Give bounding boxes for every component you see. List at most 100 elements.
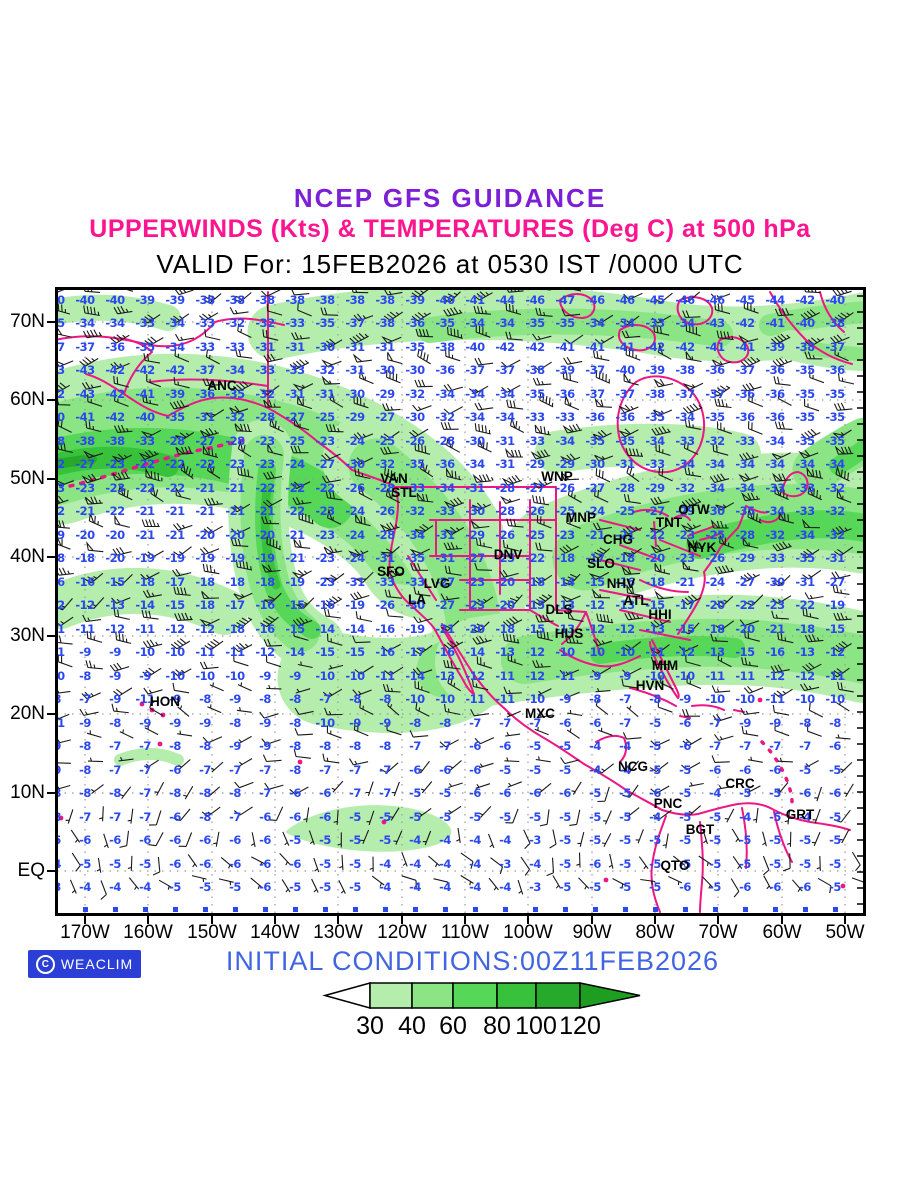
wind-barb	[506, 518, 524, 528]
temperature-value: -5	[739, 786, 751, 800]
lon-label-170W: 170W	[60, 922, 110, 943]
wind-barb	[57, 418, 72, 433]
wind-barbs	[55, 287, 866, 900]
wind-barb	[657, 342, 672, 360]
wind-barb	[717, 652, 732, 668]
temperature-value: -18	[195, 598, 215, 612]
temperature-value: -21	[585, 528, 605, 542]
wind-barb	[251, 856, 265, 866]
wind-barb	[325, 424, 344, 433]
wind-barb	[471, 621, 490, 633]
station-label: DLS	[546, 602, 573, 617]
temperature-value: -15	[105, 575, 125, 589]
wind-barb	[738, 334, 759, 344]
wind-barb	[206, 463, 221, 479]
wind-barb	[173, 522, 193, 531]
wind-barb	[149, 700, 164, 717]
temperature-value: -26	[705, 551, 725, 565]
station-label: MIM	[652, 658, 678, 673]
clipped-temp-row	[113, 907, 118, 912]
wind-barb	[715, 620, 735, 631]
wind-barb	[742, 535, 759, 549]
wind-barb	[331, 780, 344, 793]
wind-barb	[202, 444, 219, 459]
temperature-value: -38	[75, 434, 95, 448]
station-label: NCG	[618, 759, 648, 774]
wind-barb	[772, 575, 791, 587]
wind-barb	[281, 879, 291, 893]
temperature-value: -6	[259, 880, 271, 894]
temperature-value: -8	[199, 810, 211, 824]
temperature-value: -5	[79, 857, 91, 871]
temperature-value: -5	[709, 857, 721, 871]
wind-barb	[81, 381, 102, 390]
wind-barb	[440, 593, 460, 601]
wind-barb	[338, 879, 346, 894]
wind-barb	[537, 713, 553, 719]
coastline	[85, 373, 269, 417]
temperature-value: -23	[315, 504, 335, 518]
temperature-value: -6	[439, 763, 451, 777]
temperature-value: -34	[795, 457, 815, 471]
temperature-value: -7	[799, 739, 811, 753]
temperature-value: -15	[315, 645, 335, 659]
wind-barb	[169, 400, 189, 410]
wind-barb	[326, 725, 342, 739]
wind-barb	[834, 347, 849, 362]
wind-barb	[816, 855, 821, 871]
wind-barb	[501, 384, 521, 393]
temperature-value: -15	[675, 622, 695, 636]
temperature-value: -5	[409, 810, 421, 824]
coastline	[661, 802, 851, 831]
wind-barb	[678, 644, 699, 653]
temperature-value: -29	[375, 387, 395, 401]
temperature-value: -5	[649, 880, 661, 894]
wind-barb	[127, 855, 133, 871]
wind-barb	[654, 563, 671, 575]
wind-barb	[87, 394, 103, 407]
wind-barb	[382, 683, 401, 693]
wind-barb	[358, 485, 373, 501]
wind-barb	[771, 333, 791, 345]
wind-barb	[230, 538, 249, 547]
wind-barb	[204, 497, 223, 506]
wind-barb	[111, 453, 132, 463]
wind-barb	[473, 305, 491, 315]
chart-title: NCEP GFS GUIDANCE	[293, 183, 607, 213]
clipped-temp-row	[713, 907, 718, 912]
temperature-value: -7	[469, 716, 481, 730]
wind-barb	[128, 877, 140, 890]
wind-barb	[175, 446, 194, 455]
temperature-value: -40	[825, 293, 845, 307]
island-dot	[603, 877, 609, 883]
temperature-value: -41	[735, 340, 755, 354]
wind-barb	[381, 335, 402, 344]
wind-barb	[384, 467, 399, 482]
wind-barb	[85, 660, 103, 670]
temperature-value: -23	[255, 457, 275, 471]
wind-barb	[832, 584, 850, 595]
temperature-value: -12	[585, 598, 604, 612]
temperature-value: -31	[795, 575, 815, 589]
temperature-value: -9	[169, 692, 181, 706]
temperature-value: -5	[349, 810, 361, 824]
wind-barb	[380, 762, 399, 774]
wind-barb	[70, 829, 81, 843]
wind-barb	[474, 357, 494, 366]
temperature-value: -36	[765, 363, 785, 377]
wind-barb	[201, 806, 221, 817]
wind-barb	[231, 527, 251, 535]
wind-barb	[428, 855, 441, 868]
wind-barb	[148, 832, 164, 847]
wind-barb	[265, 654, 282, 668]
wind-barb	[474, 562, 493, 571]
wind-barb	[360, 829, 370, 845]
wind-barb	[387, 352, 403, 365]
wind-barb	[739, 619, 760, 627]
wind-barb	[175, 432, 194, 442]
temperature-value: -6	[589, 857, 601, 871]
temperature-value: -22	[645, 528, 664, 542]
coastline	[149, 378, 269, 387]
legend-value: 40	[398, 1012, 426, 1040]
clipped-temp-row	[323, 907, 328, 912]
